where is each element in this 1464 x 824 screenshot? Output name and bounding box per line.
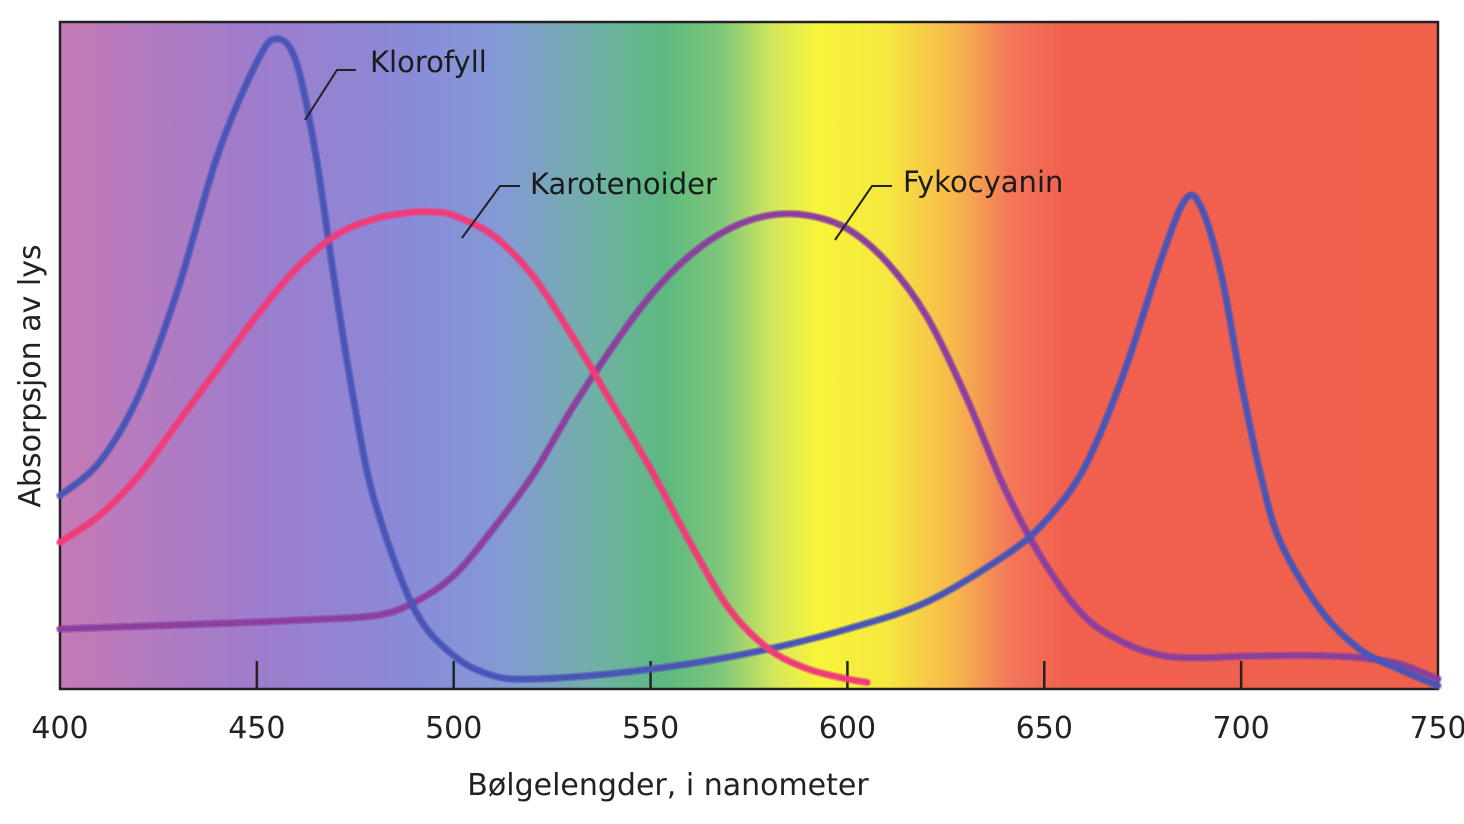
x-tick-label-500: 500: [425, 711, 482, 746]
annotation-label-fykocyanin: Fykocyanin: [903, 165, 1063, 199]
annotation-leader-fykocyanin: [834, 185, 892, 241]
x-tick-label-450: 450: [228, 711, 285, 746]
x-tick-label-650: 650: [1016, 711, 1073, 746]
annotation-layer: Klorofyll Karotenoider Fykocyanin: [304, 45, 1063, 241]
x-tick-label-400: 400: [31, 711, 88, 746]
annotation-leader-klorofyll: [304, 69, 356, 121]
y-axis-title: Absorpsjon av lys: [13, 244, 48, 507]
series-klorofyll-line: [57, 36, 1441, 689]
series-karotenoider-line: [57, 208, 870, 685]
x-tick-label-750: 750: [1409, 711, 1464, 746]
annotation-label-karotenoider: Karotenoider: [530, 167, 717, 201]
annotation-label-klorofyll: Klorofyll: [370, 45, 487, 79]
x-axis-title: Bølgelengder, i nanometer: [467, 768, 869, 803]
series-layer: [56, 34, 1442, 690]
x-tick-label-600: 600: [819, 711, 876, 746]
spectrum-background: [58, 20, 1440, 691]
x-axis-tick-labels: 400 450 500 550 600 650 700 750: [31, 711, 1464, 746]
annotation-leader-karotenoider: [461, 185, 520, 239]
x-tick-label-550: 550: [622, 711, 679, 746]
x-tick-label-700: 700: [1213, 711, 1270, 746]
